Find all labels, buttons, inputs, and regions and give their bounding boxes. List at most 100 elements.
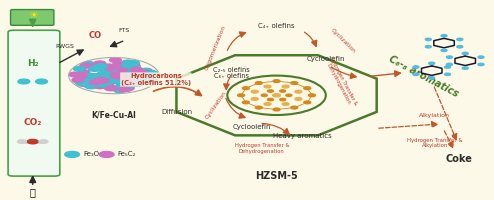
Circle shape [127,80,139,84]
Circle shape [447,56,453,58]
Circle shape [82,62,94,66]
Circle shape [91,74,103,79]
FancyBboxPatch shape [8,30,60,176]
Circle shape [102,83,114,88]
Circle shape [457,38,463,41]
Circle shape [106,73,118,78]
Circle shape [280,98,286,101]
Circle shape [144,78,156,83]
Circle shape [104,75,116,80]
Circle shape [238,94,245,97]
Text: RWGS: RWGS [55,44,74,49]
Text: C₂-₅ olefins: C₂-₅ olefins [213,67,249,73]
Circle shape [123,67,134,72]
Circle shape [78,82,90,86]
Circle shape [129,65,141,70]
Circle shape [103,75,115,80]
Circle shape [108,73,120,77]
Circle shape [65,151,80,157]
Circle shape [85,84,97,89]
Circle shape [136,77,148,81]
Text: Diffusion: Diffusion [162,109,193,115]
Circle shape [128,61,139,65]
Circle shape [116,67,128,72]
Text: CO₂: CO₂ [24,118,42,127]
Circle shape [90,66,102,71]
Circle shape [95,78,107,82]
Circle shape [280,90,286,92]
Circle shape [291,82,298,84]
Circle shape [95,64,107,69]
Circle shape [267,90,273,92]
Circle shape [103,75,115,79]
Circle shape [121,87,132,91]
Circle shape [99,77,111,82]
Circle shape [99,66,111,71]
Circle shape [114,88,126,93]
Circle shape [116,76,127,81]
Circle shape [457,46,463,48]
Circle shape [69,72,81,77]
Circle shape [429,77,435,79]
Circle shape [146,71,158,76]
Circle shape [120,85,132,90]
Circle shape [124,82,135,86]
Circle shape [82,62,93,67]
Circle shape [106,72,118,76]
Circle shape [17,140,26,143]
Circle shape [100,70,112,75]
Text: Alkylation: Alkylation [419,113,450,118]
Circle shape [88,67,100,71]
Circle shape [445,73,451,75]
Circle shape [133,72,145,76]
Circle shape [104,73,116,77]
Circle shape [140,68,152,73]
Circle shape [97,71,109,76]
Circle shape [429,62,435,65]
Text: Cycloolefin: Cycloolefin [233,124,271,130]
Text: ☀: ☀ [28,11,38,21]
Text: C₆-₈ aromatics: C₆-₈ aromatics [387,54,460,99]
Circle shape [101,70,113,74]
Text: Hydrogen Transfer &
Dehydrogenation: Hydrogen Transfer & Dehydrogenation [323,56,358,109]
Circle shape [273,94,281,97]
Circle shape [441,49,447,52]
Circle shape [118,62,129,67]
Text: HZSM-5: HZSM-5 [255,171,298,181]
Circle shape [251,98,258,100]
Circle shape [116,83,127,88]
Circle shape [91,74,103,78]
Circle shape [102,77,114,82]
Circle shape [27,139,38,144]
Circle shape [109,72,121,77]
Circle shape [117,81,129,86]
Circle shape [116,70,127,74]
Circle shape [115,78,126,82]
Circle shape [251,90,258,93]
Circle shape [101,74,113,79]
Circle shape [104,79,116,83]
Circle shape [99,151,114,157]
Circle shape [94,84,106,89]
Circle shape [121,62,133,67]
Circle shape [129,81,141,86]
Circle shape [110,79,122,83]
Text: K/Fe-Cu-Al: K/Fe-Cu-Al [91,111,136,120]
Circle shape [105,86,117,91]
Circle shape [108,73,120,78]
Circle shape [108,74,120,78]
Circle shape [143,70,155,75]
Circle shape [114,72,125,77]
Circle shape [119,79,131,83]
Circle shape [89,82,101,87]
Text: Fe₅C₂: Fe₅C₂ [118,151,136,157]
Circle shape [114,64,125,68]
Circle shape [425,38,431,41]
Text: Hydrogen Transfer &
Alkylation: Hydrogen Transfer & Alkylation [408,138,463,148]
Circle shape [82,77,93,81]
Circle shape [85,84,97,88]
Circle shape [108,65,120,70]
Circle shape [18,79,30,84]
Circle shape [124,81,136,86]
Circle shape [267,98,273,101]
